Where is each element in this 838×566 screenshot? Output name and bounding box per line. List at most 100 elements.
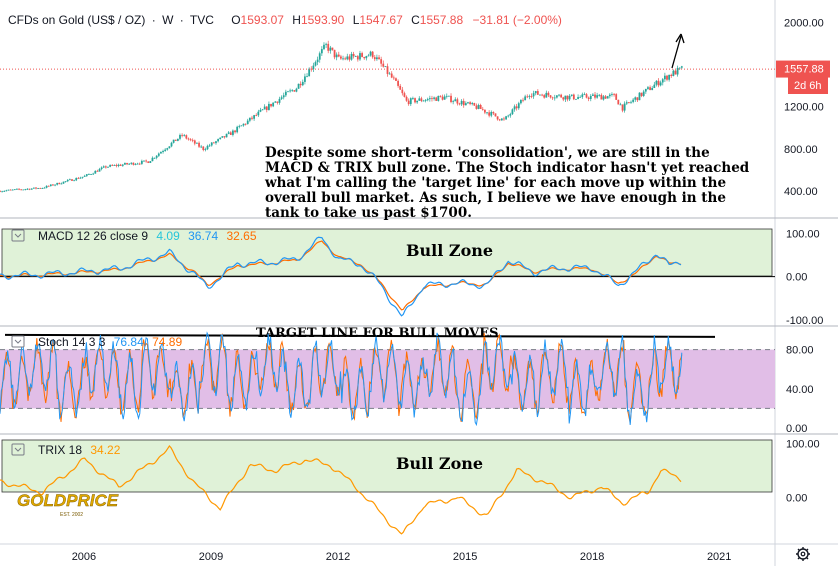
- candle: [668, 74, 671, 82]
- candle: [515, 103, 518, 111]
- candle: [661, 77, 664, 86]
- candle: [376, 54, 378, 61]
- macd-value: 36.74: [188, 229, 218, 243]
- time-axis[interactable]: 2006 2009 2012 2015 2018 2021: [72, 551, 732, 563]
- candle: [240, 125, 243, 127]
- candle: [464, 101, 467, 106]
- candle: [522, 97, 524, 103]
- candle: [301, 79, 304, 87]
- trix-legend[interactable]: TRIX 18 34.22: [11, 443, 121, 457]
- collapse-icon[interactable]: [11, 229, 25, 242]
- candle: [602, 95, 605, 101]
- candle: [630, 100, 632, 104]
- candle: [570, 94, 573, 97]
- candle: [90, 173, 92, 175]
- candle: [676, 65, 679, 77]
- candle: [85, 174, 88, 177]
- collapse-icon[interactable]: [11, 335, 25, 348]
- candle: [181, 133, 184, 138]
- candle: [255, 113, 258, 117]
- candle: [263, 104, 266, 110]
- candle: [287, 90, 289, 93]
- stoch-tick-label: 0.00: [786, 423, 807, 435]
- candle: [600, 93, 603, 100]
- candle: [202, 146, 205, 152]
- data-source: TVC: [190, 13, 214, 27]
- macd-axis[interactable]: -100.00 0.00 100.00: [786, 228, 823, 327]
- candle: [642, 89, 645, 98]
- candle: [352, 51, 355, 59]
- change-value: −31.81 (−2.00%): [473, 13, 562, 27]
- candle: [488, 110, 491, 118]
- candle: [208, 143, 211, 147]
- candle: [608, 93, 611, 99]
- candle: [369, 50, 372, 57]
- chevron-down-icon: [14, 339, 22, 344]
- candle: [162, 149, 164, 154]
- candle: [657, 78, 660, 88]
- candle: [568, 94, 571, 101]
- candle: [543, 94, 546, 99]
- symbol-header[interactable]: CFDs on Gold (US$ / OZ) · W · TVC O1593.…: [8, 13, 562, 27]
- candle: [566, 95, 569, 102]
- candle: [471, 101, 474, 106]
- candle: [632, 97, 635, 104]
- candle: [435, 96, 438, 101]
- candle: [452, 99, 455, 105]
- svg-text:TRIX 18 34.22: TRIX 18 34.22: [38, 443, 121, 457]
- candle: [227, 131, 230, 135]
- stoch-axis[interactable]: 0.00 40.00 80.00: [786, 345, 814, 435]
- trix-axis[interactable]: 0.00 100.00: [786, 438, 820, 504]
- settings-gear-icon[interactable]: [796, 547, 810, 561]
- candle: [138, 162, 141, 166]
- candle: [572, 93, 575, 101]
- candle: [558, 93, 560, 97]
- candle: [143, 160, 145, 163]
- candle: [581, 92, 584, 99]
- candle: [160, 151, 162, 154]
- candle: [503, 116, 505, 121]
- candle: [75, 177, 78, 182]
- macd-legend[interactable]: MACD 12 26 close 9 4.09 36.74 32.65: [11, 229, 257, 243]
- candle: [327, 40, 330, 54]
- candlestick-series: [0, 40, 683, 193]
- candle: [157, 152, 160, 158]
- candle: [215, 140, 217, 145]
- candle: [257, 109, 260, 117]
- stoch-legend[interactable]: Stoch 14 3 3 76.84 74.89: [11, 335, 182, 349]
- candle: [246, 118, 249, 125]
- candle: [412, 96, 414, 100]
- candle: [454, 97, 457, 102]
- candle: [617, 99, 620, 105]
- candle: [401, 86, 404, 96]
- candle: [242, 123, 245, 127]
- collapse-icon[interactable]: [11, 443, 25, 456]
- candle: [176, 138, 179, 142]
- candle: [30, 188, 33, 190]
- candle: [314, 60, 317, 67]
- candle: [111, 164, 114, 167]
- price-tick-label: 1200.00: [784, 102, 824, 114]
- trix-pane[interactable]: Bull Zone TRIX 18 34.22 GOLDPRICE EST. 2…: [0, 439, 773, 535]
- candle: [456, 97, 459, 106]
- candle: [145, 159, 148, 163]
- target-line: [4, 333, 716, 338]
- candle: [492, 111, 495, 115]
- interval[interactable]: W: [162, 13, 174, 27]
- symbol-name[interactable]: CFDs on Gold (US$ / OZ): [8, 13, 145, 27]
- candle: [232, 129, 234, 137]
- candle: [28, 188, 31, 191]
- candle: [58, 182, 61, 185]
- candle: [397, 79, 399, 88]
- candle: [64, 181, 67, 183]
- candle: [187, 137, 190, 141]
- candle: [282, 92, 285, 100]
- candle: [439, 95, 442, 98]
- close-label: C: [411, 13, 420, 27]
- candle: [210, 142, 213, 147]
- price-pane[interactable]: Despite some short-term 'consolidation',…: [0, 33, 775, 221]
- stoch-pane[interactable]: TARGET LINE FOR BULL MOVES Stoch 14 3 3 …: [0, 326, 775, 427]
- macd-pane[interactable]: Bull Zone MACD 12 26 close 9 4.09 36.74 …: [0, 228, 775, 317]
- candle: [217, 138, 220, 143]
